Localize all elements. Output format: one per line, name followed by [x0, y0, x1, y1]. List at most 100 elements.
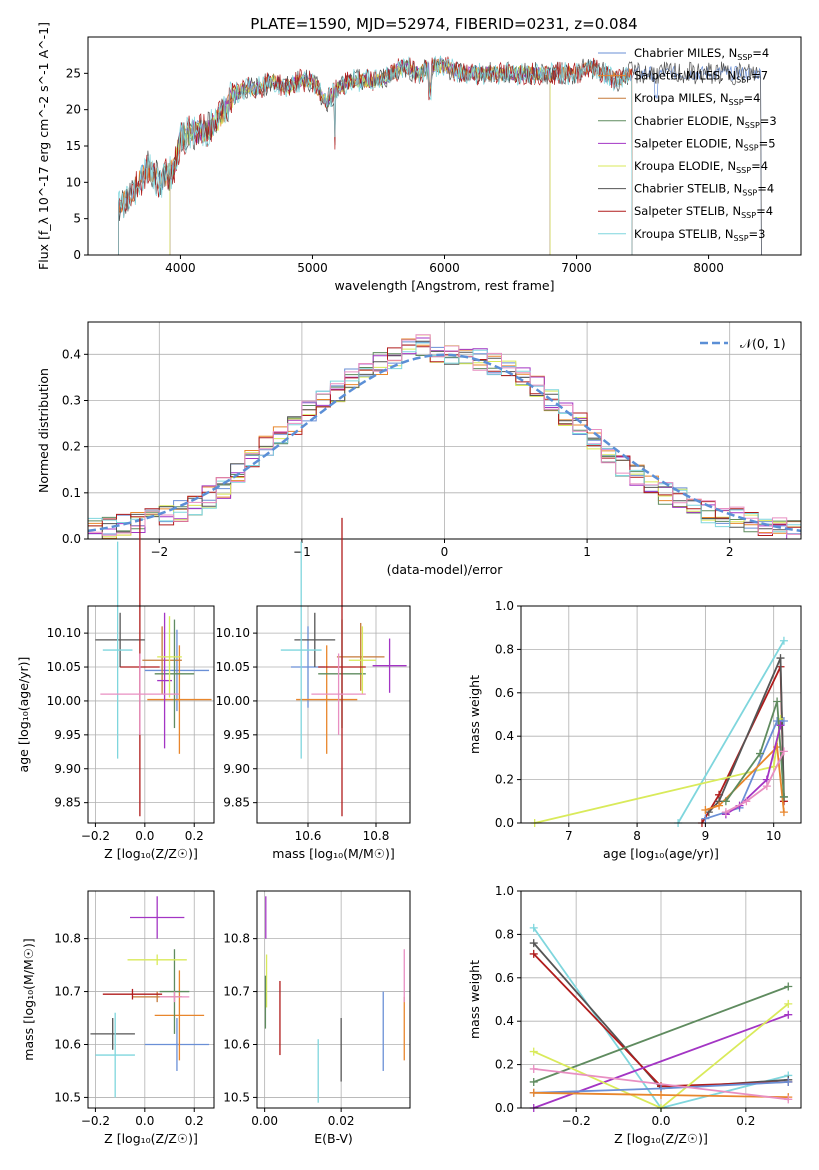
y-tick-label: 0.4 [495, 729, 514, 743]
error-bar-point [154, 619, 195, 729]
x-tick-label: −0.2 [81, 829, 110, 843]
y-tick-label: 0.6 [495, 971, 514, 985]
spectrum-line [118, 55, 633, 256]
y-tick-label: 10.05 [216, 660, 250, 674]
y-tick-label: 9.95 [223, 728, 250, 742]
x-tick-label: 8000 [693, 261, 724, 275]
spectrum-line [118, 57, 762, 256]
weight-line [705, 745, 785, 813]
panel-2: −0.2 0.0 0.2 9.85 9.90 9.95 10.00 10.05 10.10 Z [… [16, 517, 215, 861]
weight-marker [742, 797, 751, 806]
x-axis-label: (data-model)/error [387, 562, 504, 577]
weight-marker [529, 923, 538, 932]
y-tick-label: 10.10 [216, 626, 250, 640]
weight-marker [529, 949, 538, 958]
weight-marker [779, 747, 788, 756]
y-tick-label: 10.05 [47, 660, 81, 674]
panel-4: 7 8 9 10 0.0 0.2 0.4 0.6 0.8 1.0 age [log₁₀(age/yr… [467, 599, 802, 861]
y-tick-label: 10.8 [223, 932, 250, 946]
y-tick-label: 9.85 [223, 796, 250, 810]
axes-frame [87, 605, 215, 824]
panel-7: −0.2 0.0 0.2 0.0 0.2 0.4 0.6 0.8 1.0 Z [log₁₀(Z/Z… [467, 884, 802, 1146]
spectrum-line [169, 59, 551, 255]
weight-marker [779, 636, 788, 645]
legend-label-sub: SSP [744, 143, 759, 152]
y-tick-label: 1.0 [495, 884, 514, 898]
legend-label: 𝒩(0, 1) [740, 336, 786, 351]
x-tick-label: 7000 [561, 261, 592, 275]
x-tick-label: 2 [726, 545, 734, 559]
legend-label-text: Salpeter MILES, N [634, 69, 736, 83]
x-tick-label: 7 [565, 829, 573, 843]
spectrum-line [169, 58, 551, 255]
weight-marker [773, 717, 782, 726]
legend-label-tail: =7 [751, 69, 768, 83]
y-axis-label: mass weight [467, 675, 482, 754]
weight-line [534, 718, 782, 824]
y-tick-label: 0.3 [62, 393, 81, 407]
weight-marker [762, 782, 771, 791]
histogram-step [88, 334, 801, 536]
plot-area [118, 55, 762, 256]
error-bar-point [144, 629, 210, 712]
legend-label-sub: SSP [729, 98, 744, 107]
y-tick-label: 0.8 [495, 927, 514, 941]
y-tick-label: 10.8 [54, 932, 81, 946]
error-bar-point [311, 653, 366, 735]
weight-marker [784, 1095, 793, 1104]
spectrum-line [118, 58, 633, 256]
panel-0: 4000 5000 6000 7000 8000 0 5 10 15 20 25 wavelength… [36, 22, 802, 293]
panel-5: −0.2 0.0 0.2 10.5 10.6 10.7 10.8 Z [log₁₀(Z/Z☉)… [21, 890, 215, 1146]
x-tick-label: −0.2 [562, 1114, 591, 1128]
x-tick-label: −0.2 [81, 1114, 110, 1128]
y-tick-label: 1.0 [495, 599, 514, 613]
spectrum-line [118, 56, 633, 256]
weight-marker [529, 939, 538, 948]
y-axis-label: mass [log₁₀(M/M☉)] [21, 938, 36, 1060]
figure-title: PLATE=1590, MJD=52974, FIBERID=0231, z=0… [250, 15, 637, 33]
y-tick-label: 5 [73, 212, 81, 226]
spectrum-line [169, 57, 551, 255]
x-tick-label: 9 [702, 829, 710, 843]
panel-6: 0.00 0.02 10.5 10.6 10.7 10.8 E(B-V) [223, 890, 411, 1146]
y-tick-label: 0.6 [495, 686, 514, 700]
weight-marker [657, 1090, 665, 1099]
error-bar-point [142, 626, 182, 695]
x-tick-label: 10.6 [295, 829, 322, 843]
histogram-step [88, 342, 801, 533]
weight-marker [784, 1077, 793, 1086]
y-tick-label: 0.0 [495, 816, 514, 830]
weight-marker [784, 999, 793, 1008]
legend-label-tail: =3 [760, 114, 777, 128]
error-bar-point [127, 954, 187, 966]
x-tick-label: 8 [633, 829, 641, 843]
plot-area [264, 896, 405, 1103]
y-tick-label: 10.6 [223, 1037, 250, 1051]
axes-frame [520, 605, 802, 824]
plot-area [87, 334, 802, 540]
x-axis-label: Z [log₁₀(Z/Z☉)] [104, 1131, 198, 1146]
legend-label-tail: =4 [752, 46, 769, 60]
error-bar-point [144, 1018, 210, 1071]
y-axis-label: age [log₁₀(age/yr)] [16, 657, 31, 773]
weight-line [533, 985, 789, 1083]
weight-marker [784, 1010, 793, 1019]
weight-marker [773, 697, 782, 706]
weight-marker [701, 805, 710, 814]
x-tick-label: 6000 [429, 261, 460, 275]
weight-line [725, 751, 785, 813]
normal-curve [87, 353, 802, 533]
legend-label: Chabrier ELODIE, NSSP=3 [634, 114, 777, 130]
legend-label-tail: =4 [751, 159, 768, 173]
legend-label-text: Kroupa STELIB, N [634, 227, 734, 241]
weight-line [533, 1068, 789, 1101]
legend-label: Salpeter ELODIE, NSSP=5 [634, 136, 776, 152]
y-tick-label: 0.2 [495, 1058, 514, 1072]
spectrum-line [118, 59, 633, 256]
y-tick-label: 0.2 [62, 440, 81, 454]
y-axis-label: Normed distribution [36, 368, 51, 493]
panel-3: 10.6 10.8 9.85 9.90 9.95 10.00 10.05 10.10 mass … [216, 517, 411, 861]
legend-label-sub: SSP [734, 234, 749, 243]
x-tick-label: 4000 [165, 261, 196, 275]
legend-label-text: Chabrier MILES, N [634, 46, 737, 60]
